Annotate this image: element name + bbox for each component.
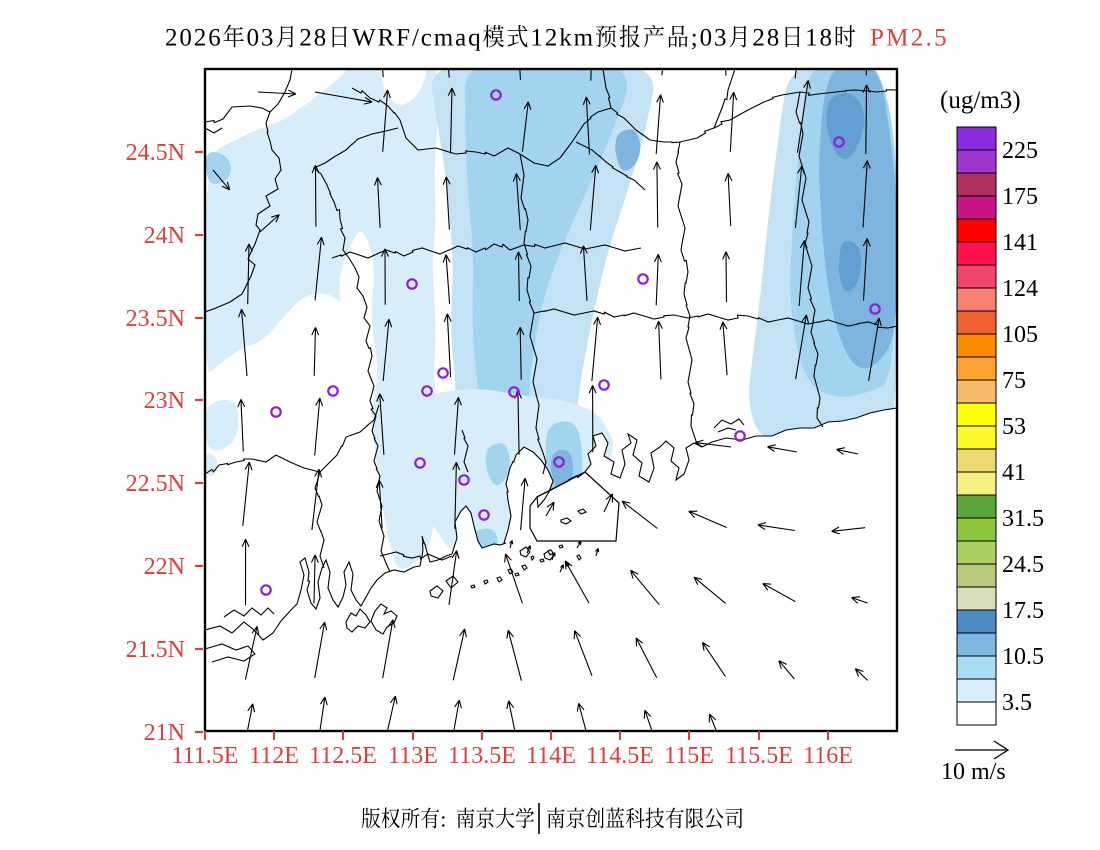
svg-text:(ug/m3): (ug/m3): [940, 87, 1021, 114]
svg-text:24.5: 24.5: [1002, 552, 1044, 578]
svg-text:115.5E: 115.5E: [725, 743, 793, 769]
svg-text:24.5N: 24.5N: [126, 140, 185, 166]
svg-text:111.5E: 111.5E: [172, 743, 239, 769]
svg-text:17.5: 17.5: [1002, 598, 1044, 624]
svg-text:31.5: 31.5: [1002, 506, 1044, 532]
svg-text:23.5N: 23.5N: [126, 306, 185, 332]
svg-text:10.5: 10.5: [1002, 644, 1044, 670]
svg-text:141: 141: [1002, 230, 1038, 256]
svg-text:75: 75: [1002, 368, 1026, 394]
svg-text:23N: 23N: [144, 388, 185, 414]
svg-text:116E: 116E: [803, 743, 853, 769]
svg-text:175: 175: [1002, 184, 1038, 210]
svg-text:10 m/s: 10 m/s: [941, 759, 1006, 785]
svg-text:21.5N: 21.5N: [126, 637, 185, 663]
svg-text:53: 53: [1002, 414, 1026, 440]
svg-text:105: 105: [1002, 322, 1038, 348]
svg-text:22.5N: 22.5N: [126, 471, 185, 497]
svg-text:114.5E: 114.5E: [586, 743, 654, 769]
svg-text:24N: 24N: [144, 223, 185, 249]
svg-text:112.5E: 112.5E: [309, 743, 377, 769]
svg-text:21N: 21N: [144, 720, 185, 746]
svg-text:22N: 22N: [144, 554, 185, 580]
svg-text:112E: 112E: [249, 743, 299, 769]
svg-text:41: 41: [1002, 460, 1026, 486]
svg-text:113.5E: 113.5E: [448, 743, 516, 769]
svg-text:113E: 113E: [388, 743, 438, 769]
svg-text:114E: 114E: [526, 743, 576, 769]
svg-text:115E: 115E: [664, 743, 714, 769]
svg-text:124: 124: [1002, 276, 1038, 302]
svg-text:225: 225: [1002, 138, 1038, 164]
svg-text:3.5: 3.5: [1002, 690, 1032, 716]
